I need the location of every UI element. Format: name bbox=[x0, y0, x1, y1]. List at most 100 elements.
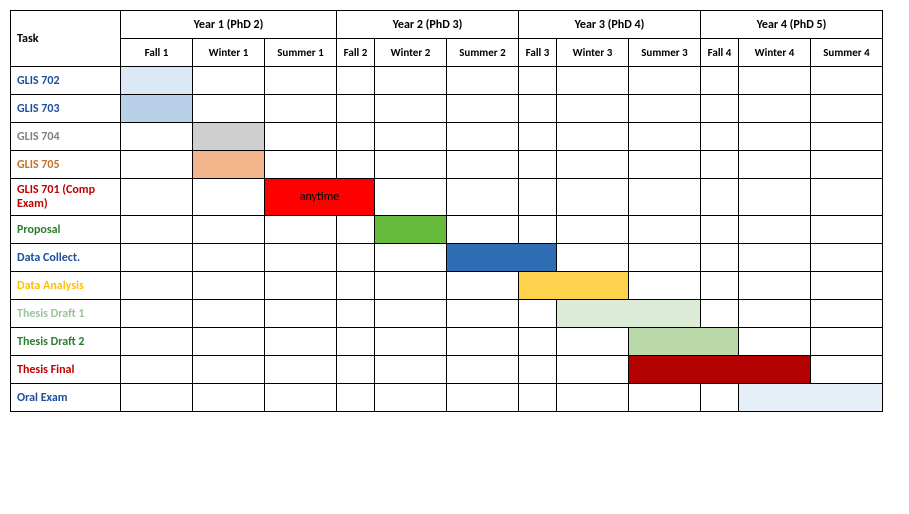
empty-cell bbox=[739, 216, 811, 244]
term-header: Fall 1 bbox=[121, 39, 193, 67]
empty-cell bbox=[811, 244, 883, 272]
empty-cell bbox=[265, 300, 337, 328]
empty-cell bbox=[811, 356, 883, 384]
table-row: Oral Exam bbox=[11, 384, 883, 412]
empty-cell bbox=[739, 244, 811, 272]
empty-cell bbox=[375, 67, 447, 95]
empty-cell bbox=[447, 356, 519, 384]
empty-cell bbox=[337, 384, 375, 412]
empty-cell bbox=[557, 216, 629, 244]
empty-cell bbox=[375, 179, 447, 216]
empty-cell bbox=[121, 384, 193, 412]
table-row: GLIS 701 (Comp Exam)anytime bbox=[11, 179, 883, 216]
empty-cell bbox=[447, 123, 519, 151]
year-header-2: Year 2 (PhD 3) bbox=[337, 11, 519, 39]
year-header-1: Year 1 (PhD 2) bbox=[121, 11, 337, 39]
empty-cell bbox=[739, 328, 811, 356]
empty-cell bbox=[375, 123, 447, 151]
empty-cell bbox=[629, 384, 701, 412]
empty-cell bbox=[811, 179, 883, 216]
empty-cell bbox=[811, 123, 883, 151]
empty-cell bbox=[519, 179, 557, 216]
empty-cell bbox=[811, 67, 883, 95]
empty-cell bbox=[629, 179, 701, 216]
table-row: Data Analysis bbox=[11, 272, 883, 300]
empty-cell bbox=[739, 123, 811, 151]
term-header: Fall 4 bbox=[701, 39, 739, 67]
empty-cell bbox=[121, 272, 193, 300]
table-row: Thesis Draft 2 bbox=[11, 328, 883, 356]
table-row: GLIS 703 bbox=[11, 95, 883, 123]
empty-cell bbox=[193, 244, 265, 272]
empty-cell bbox=[193, 216, 265, 244]
empty-cell bbox=[447, 151, 519, 179]
empty-cell bbox=[375, 384, 447, 412]
empty-cell bbox=[701, 384, 739, 412]
empty-cell bbox=[121, 151, 193, 179]
empty-cell bbox=[337, 244, 375, 272]
empty-cell bbox=[193, 95, 265, 123]
empty-cell bbox=[557, 123, 629, 151]
empty-cell bbox=[193, 384, 265, 412]
empty-cell bbox=[739, 300, 811, 328]
gantt-bar bbox=[193, 123, 265, 151]
empty-cell bbox=[337, 216, 375, 244]
empty-cell bbox=[519, 95, 557, 123]
table-row: GLIS 702 bbox=[11, 67, 883, 95]
empty-cell bbox=[557, 179, 629, 216]
empty-cell bbox=[811, 300, 883, 328]
empty-cell bbox=[193, 179, 265, 216]
empty-cell bbox=[375, 300, 447, 328]
gantt-bar bbox=[739, 384, 883, 412]
term-header: Winter 1 bbox=[193, 39, 265, 67]
term-header: Summer 3 bbox=[629, 39, 701, 67]
empty-cell bbox=[375, 356, 447, 384]
empty-cell bbox=[375, 272, 447, 300]
empty-cell bbox=[629, 216, 701, 244]
empty-cell bbox=[447, 272, 519, 300]
term-header: Summer 2 bbox=[447, 39, 519, 67]
empty-cell bbox=[701, 67, 739, 95]
gantt-bar bbox=[629, 328, 739, 356]
empty-cell bbox=[701, 244, 739, 272]
task-label: Data Analysis bbox=[11, 272, 121, 300]
empty-cell bbox=[121, 328, 193, 356]
term-header: Fall 3 bbox=[519, 39, 557, 67]
gantt-bar bbox=[375, 216, 447, 244]
gantt-bar bbox=[519, 272, 629, 300]
empty-cell bbox=[739, 67, 811, 95]
term-header: Fall 2 bbox=[337, 39, 375, 67]
empty-cell bbox=[447, 179, 519, 216]
table-row: Thesis Draft 1 bbox=[11, 300, 883, 328]
empty-cell bbox=[265, 244, 337, 272]
empty-cell bbox=[701, 123, 739, 151]
empty-cell bbox=[519, 384, 557, 412]
empty-cell bbox=[701, 179, 739, 216]
gantt-body: GLIS 702GLIS 703GLIS 704GLIS 705GLIS 701… bbox=[11, 67, 883, 412]
gantt-bar bbox=[557, 300, 701, 328]
empty-cell bbox=[447, 384, 519, 412]
term-header: Winter 2 bbox=[375, 39, 447, 67]
gantt-table: Task Year 1 (PhD 2) Year 2 (PhD 3) Year … bbox=[10, 10, 883, 412]
task-label: GLIS 703 bbox=[11, 95, 121, 123]
empty-cell bbox=[265, 151, 337, 179]
empty-cell bbox=[337, 356, 375, 384]
empty-cell bbox=[519, 356, 557, 384]
task-label: GLIS 702 bbox=[11, 67, 121, 95]
empty-cell bbox=[701, 95, 739, 123]
empty-cell bbox=[811, 328, 883, 356]
empty-cell bbox=[811, 151, 883, 179]
empty-cell bbox=[557, 151, 629, 179]
empty-cell bbox=[121, 356, 193, 384]
year-header-4: Year 4 (PhD 5) bbox=[701, 11, 883, 39]
empty-cell bbox=[121, 300, 193, 328]
empty-cell bbox=[447, 300, 519, 328]
empty-cell bbox=[193, 67, 265, 95]
table-row: Thesis Final bbox=[11, 356, 883, 384]
empty-cell bbox=[557, 95, 629, 123]
task-label: GLIS 704 bbox=[11, 123, 121, 151]
empty-cell bbox=[519, 151, 557, 179]
task-label: Proposal bbox=[11, 216, 121, 244]
task-label: Oral Exam bbox=[11, 384, 121, 412]
empty-cell bbox=[739, 179, 811, 216]
